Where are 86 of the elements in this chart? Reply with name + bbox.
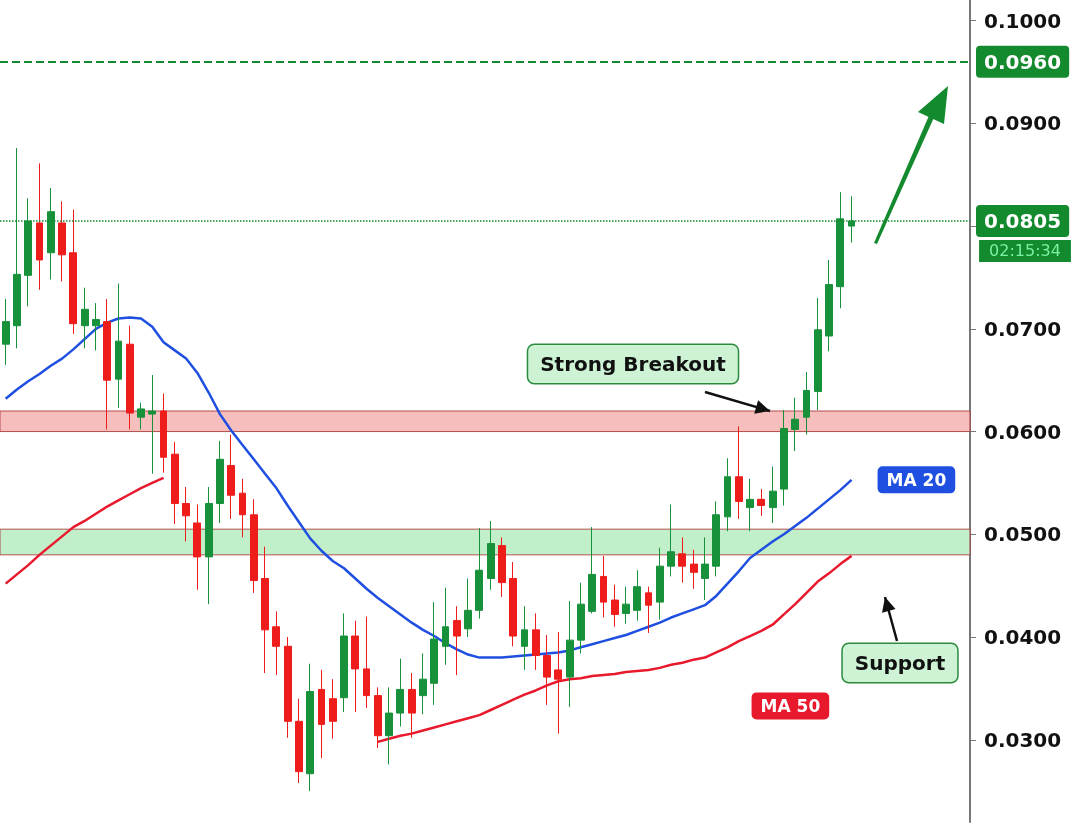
candlestick [171, 441, 179, 525]
candlestick [814, 297, 822, 411]
candlestick [81, 287, 89, 349]
candlestick [36, 162, 43, 291]
candlestick [227, 434, 235, 520]
candlestick [588, 526, 596, 614]
text: MA 20 [886, 469, 947, 490]
candlestick [701, 536, 709, 601]
candlestick [272, 610, 280, 676]
candlestick [137, 402, 145, 430]
candlestick [611, 584, 619, 628]
candlestick [475, 527, 483, 620]
candlestick [554, 631, 562, 735]
annotation: Strong Breakout [540, 352, 727, 376]
candlestick [284, 636, 292, 739]
line-series [4, 316, 853, 659]
candlestick [58, 200, 66, 283]
candlestick [261, 546, 269, 674]
y-tick-label: 0.0300 [984, 727, 1062, 752]
candlestick [453, 605, 461, 676]
candlestick [182, 486, 190, 542]
candlestick [509, 561, 517, 647]
candlestick [442, 587, 449, 666]
candlestick [521, 605, 528, 671]
candlestick [2, 298, 10, 366]
candlestick [385, 686, 393, 765]
candlestick [306, 663, 314, 792]
candlestick [69, 209, 77, 335]
candlestick [712, 500, 720, 577]
candlestick [318, 669, 325, 759]
candlestick [690, 549, 698, 590]
candlestick [160, 393, 167, 474]
candlestick [791, 397, 799, 452]
candlestick [600, 555, 607, 619]
y-tick-label: 0.0600 [984, 419, 1062, 444]
y-tick-label: 0.1000 [984, 8, 1062, 33]
candlestick [577, 582, 585, 654]
candlestick [803, 371, 810, 436]
y-tick-label: 0.0400 [984, 625, 1062, 650]
candlestick [566, 600, 574, 708]
candlestick [250, 498, 258, 594]
candlestick [115, 283, 122, 409]
text: MA 50 [760, 695, 821, 716]
y-tick-label: 0.0500 [984, 522, 1062, 547]
candlestick [363, 616, 370, 709]
candlestick [487, 520, 495, 591]
candlestick [543, 634, 551, 706]
candlestick [532, 612, 540, 671]
candlestick [464, 577, 472, 638]
annotation: Support [854, 651, 946, 675]
candlestick [825, 259, 833, 352]
candlestick [757, 488, 765, 517]
ref-line-label: 0.0960 [984, 49, 1062, 74]
candlestick [374, 686, 382, 749]
candlestick [408, 672, 416, 739]
y-tick-label: 0.0900 [984, 111, 1062, 136]
candlestick [295, 698, 303, 784]
candlestick [148, 374, 156, 475]
candlestick [351, 620, 359, 713]
candlestick [103, 298, 111, 430]
candlestick [769, 465, 777, 524]
candlestick [498, 536, 506, 598]
candlestick [205, 486, 213, 605]
candlestick [678, 536, 686, 584]
candlestick [92, 302, 100, 351]
candlestick [622, 586, 630, 625]
candlestick [780, 409, 788, 507]
candlestick [329, 678, 337, 740]
y-tick-label: 0.0700 [984, 316, 1062, 341]
candlestick [645, 586, 652, 634]
candlestick [239, 478, 246, 538]
candlestick [656, 547, 664, 621]
candlestick [126, 325, 134, 430]
candlestick [633, 569, 641, 622]
candlestick [667, 504, 675, 577]
candlestick [746, 478, 754, 532]
candlestick [724, 457, 731, 532]
candlestick [216, 440, 224, 524]
ref-line-label: 0.0805 [984, 208, 1062, 233]
candlestick [340, 612, 348, 713]
text: 02:15:34 [989, 241, 1061, 261]
candlestick [193, 504, 201, 591]
candlestick [396, 658, 404, 727]
candlestick [419, 652, 427, 715]
candlestick [735, 425, 743, 520]
candlestick [430, 601, 438, 706]
